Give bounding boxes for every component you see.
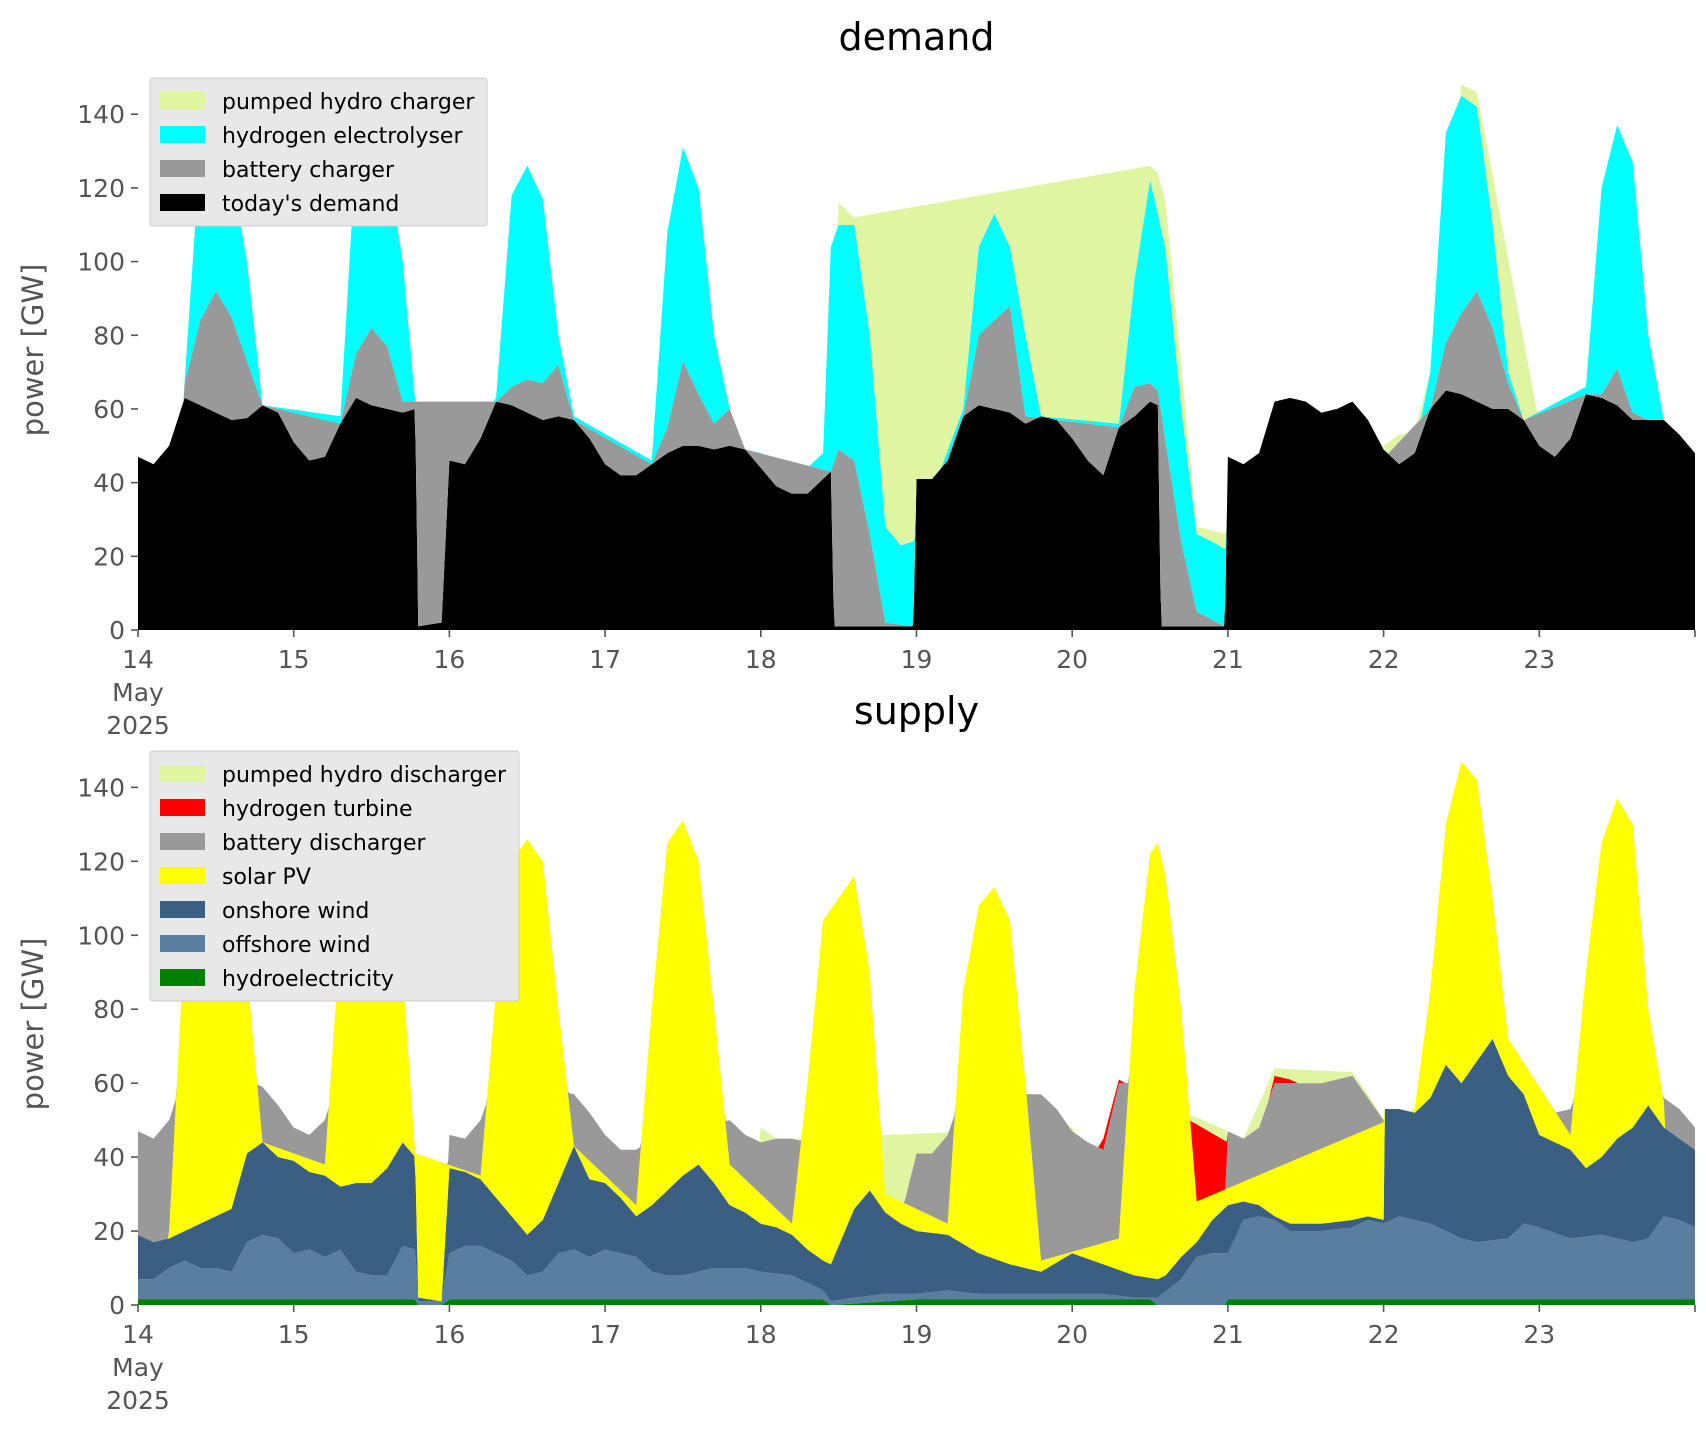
legend-swatch: [160, 799, 205, 816]
x-tick-label: 16: [433, 645, 465, 674]
legend: pumped hydro discharger hydrogen turbine b…: [149, 750, 520, 1002]
legend-label: today's demand: [222, 192, 399, 217]
y-tick-label: 0: [109, 1291, 125, 1320]
x-tick-label: 17: [589, 645, 621, 674]
chart-title: supply: [854, 689, 979, 733]
legend-box: [149, 750, 520, 1002]
x-tick-sublabel: May: [112, 1353, 164, 1382]
x-tick-sublabel: 2025: [106, 1386, 170, 1415]
y-tick-label: 60: [93, 395, 125, 424]
y-tick-label: 120: [77, 847, 125, 876]
legend: pumped hydro charger hydrogen electrolyse…: [149, 77, 488, 227]
x-tick-label: 23: [1523, 1320, 1555, 1349]
y-tick-label: 120: [77, 174, 125, 203]
legend-label: battery charger: [222, 158, 395, 183]
demand-chart: demand power [GW] 0 20 40 60 80 100 120 140 14 May 2…: [16, 15, 1696, 740]
legend-label: hydrogen turbine: [222, 797, 413, 822]
legend-swatch: [160, 833, 205, 850]
y-axis-label: power [GW]: [16, 938, 50, 1111]
x-tick-label: 20: [1056, 1320, 1088, 1349]
y-tick-label: 140: [77, 100, 125, 129]
y-tick-label: 100: [77, 248, 125, 277]
legend-swatch: [160, 969, 205, 986]
y-tick-label: 100: [77, 921, 125, 950]
y-tick-label: 40: [93, 469, 125, 498]
x-tick-label: 22: [1368, 1320, 1400, 1349]
y-axis-label: power [GW]: [16, 264, 50, 437]
legend-swatch: [160, 194, 205, 211]
legend-label: hydroelectricity: [222, 967, 394, 992]
y-tick-label: 20: [93, 1217, 125, 1246]
x-tick-label: 21: [1212, 1320, 1244, 1349]
x-tick-label: 15: [278, 1320, 310, 1349]
plot-area: [138, 757, 1695, 1305]
y-tick-label: 80: [93, 995, 125, 1024]
area-battery-discharger: [138, 757, 1695, 1261]
x-tick-label: 19: [901, 645, 933, 674]
legend-box: [149, 77, 488, 227]
x-tick-sublabel: May: [112, 678, 164, 707]
area-offshore-wind: [138, 1216, 1695, 1305]
legend-label: hydrogen electrolyser: [222, 124, 463, 149]
legend-label: battery discharger: [222, 831, 427, 856]
legend-swatch: [160, 867, 205, 884]
x-tick-label: 22: [1368, 645, 1400, 674]
x-tick-label: 18: [745, 645, 777, 674]
supply-chart: supply power [GW] 0 20 40 60 80 100 120 140 14 May 2…: [16, 689, 1696, 1415]
legend-swatch: [160, 901, 205, 918]
y-tick-label: 80: [93, 321, 125, 350]
legend-swatch: [160, 92, 205, 109]
x-tick-label: 19: [901, 1320, 933, 1349]
x-tick-label: 14: [122, 645, 154, 674]
x-tick-label: 18: [745, 1320, 777, 1349]
legend-swatch: [160, 935, 205, 952]
legend-label: solar PV: [222, 865, 311, 890]
x-tick-label: 21: [1212, 645, 1244, 674]
x-tick-label: 15: [278, 645, 310, 674]
area-pumped-hydro-charger: [138, 84, 1695, 549]
y-tick-label: 140: [77, 773, 125, 802]
x-tick-label: 20: [1056, 645, 1088, 674]
y-tick-label: 0: [109, 616, 125, 645]
area-onshore-wind: [138, 1038, 1695, 1302]
x-tick-label: 23: [1523, 645, 1555, 674]
legend-swatch: [160, 160, 205, 177]
y-tick-label: 20: [93, 542, 125, 571]
area-battery-charger: [138, 291, 1695, 627]
legend-swatch: [160, 765, 205, 782]
area-today-s-demand: [138, 390, 1695, 630]
x-tick-sublabel: 2025: [106, 711, 170, 740]
x-tick-label: 16: [433, 1320, 465, 1349]
y-tick-label: 40: [93, 1143, 125, 1172]
legend-label: pumped hydro charger: [222, 90, 475, 115]
legend-label: offshore wind: [222, 933, 371, 958]
legend-label: pumped hydro discharger: [222, 763, 507, 788]
x-tick-label: 14: [122, 1320, 154, 1349]
legend-swatch: [160, 126, 205, 143]
y-tick-label: 60: [93, 1069, 125, 1098]
plot-area: [138, 84, 1695, 630]
area-hydroelectricity: [138, 1299, 1695, 1305]
legend-label: onshore wind: [222, 899, 369, 924]
area-solar-pv: [138, 757, 1695, 1302]
area-hydrogen-electrolyser: [138, 84, 1695, 627]
x-tick-label: 17: [589, 1320, 621, 1349]
chart-title: demand: [838, 15, 994, 59]
